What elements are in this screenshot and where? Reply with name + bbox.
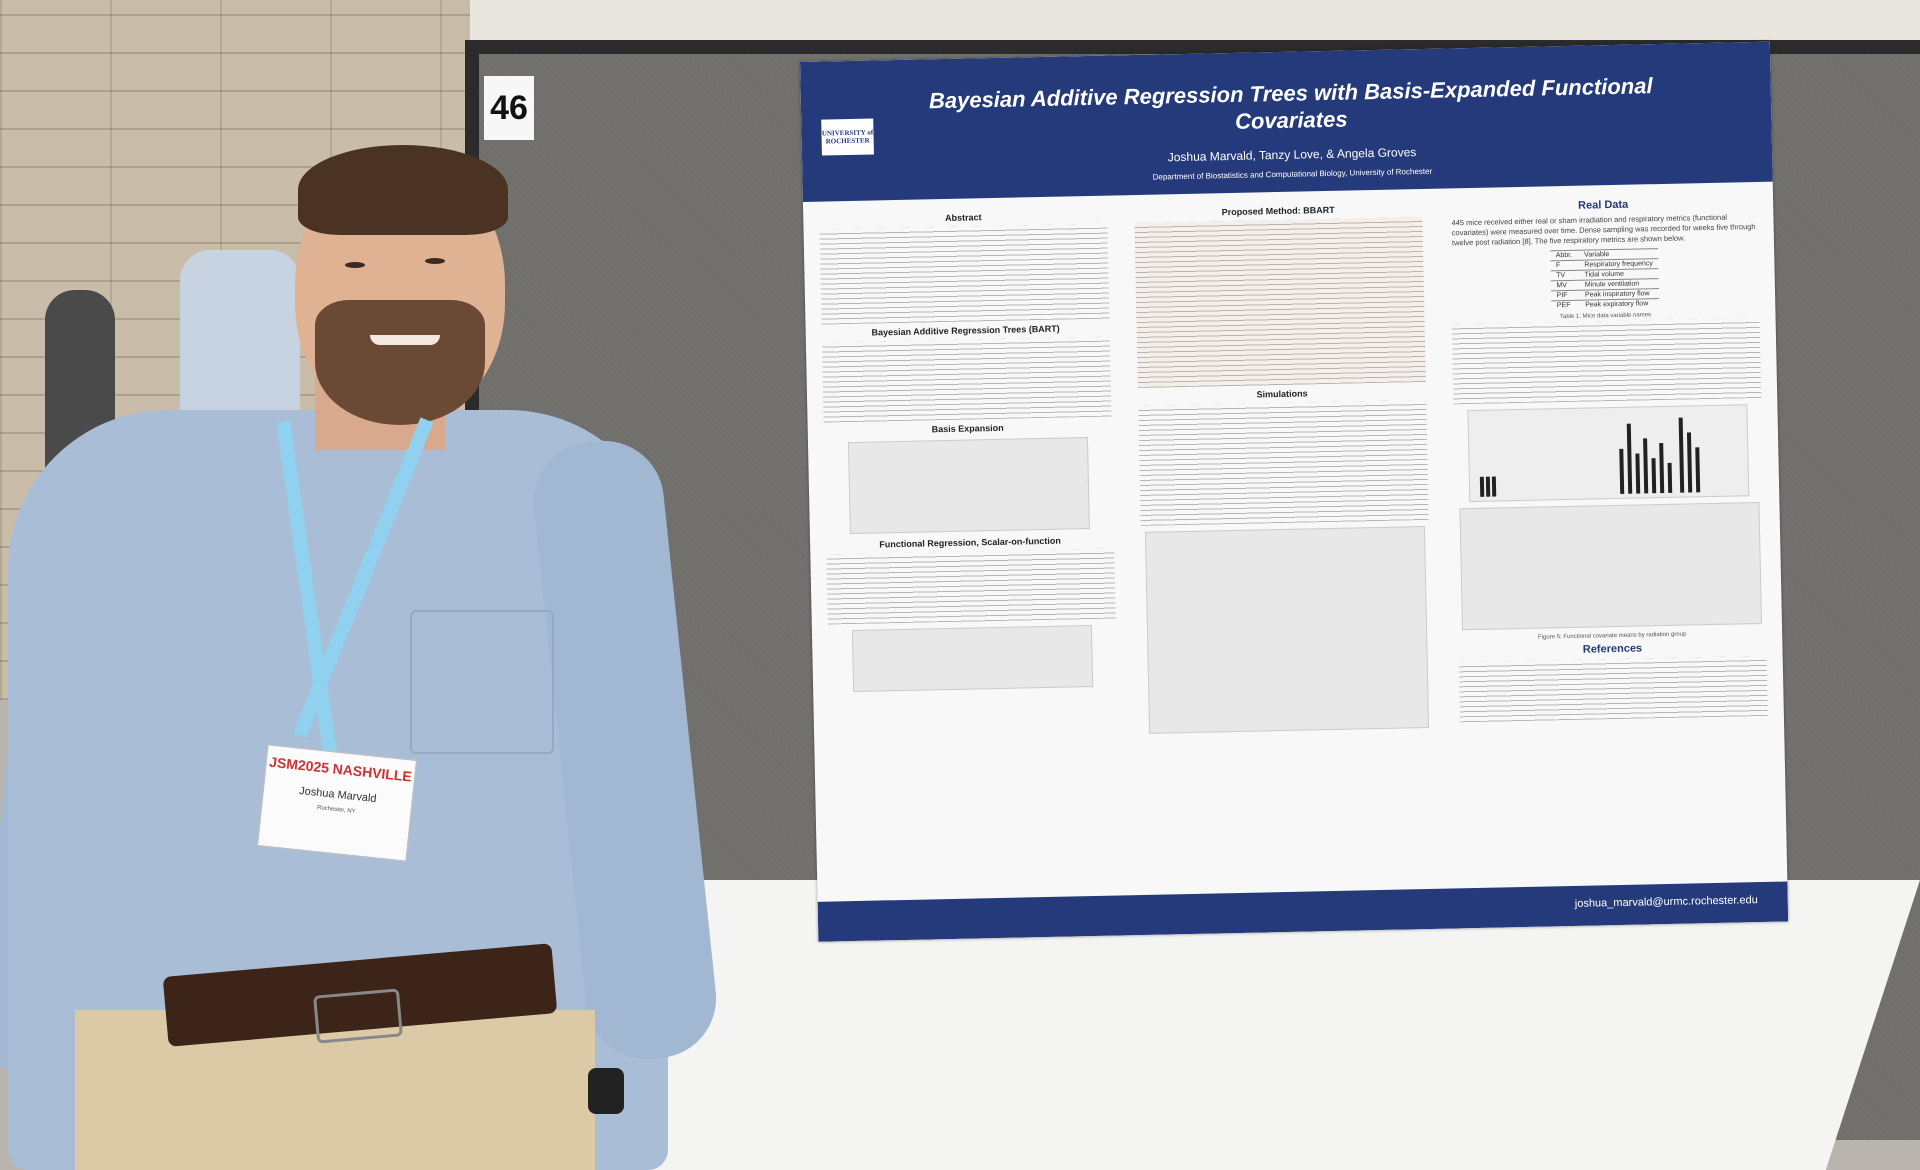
functional-regression-heading: Functional Regression, Scalar-on-functio…	[879, 535, 1061, 550]
table-cell: Peak expiratory flow	[1579, 298, 1660, 310]
research-poster: UNIVERSITY of ROCHESTER Bayesian Additiv…	[800, 41, 1789, 942]
references-text-block	[1458, 655, 1768, 723]
table-header-abbr: Abbr.	[1549, 250, 1579, 261]
chart-bar	[1643, 438, 1649, 494]
presenter-hair	[298, 145, 508, 235]
simulations-heading: Simulations	[1256, 388, 1308, 400]
belt-buckle	[313, 988, 403, 1044]
table-cell: MV	[1550, 280, 1579, 291]
university-logo: UNIVERSITY of ROCHESTER	[821, 118, 874, 156]
real-data-text-block	[1451, 317, 1762, 405]
chart-bar	[1678, 417, 1685, 493]
functional-covariate-means-figure	[1459, 502, 1762, 631]
contact-email: joshua_marvald@urmc.rochester.edu	[1574, 894, 1758, 910]
simulation-coefficient-figure	[851, 625, 1094, 693]
chart-bar	[1667, 462, 1673, 493]
abstract-text-block	[819, 223, 1110, 325]
presenter-beard	[315, 300, 485, 425]
table-cell: PIF	[1550, 290, 1580, 301]
poster-header: UNIVERSITY of ROCHESTER Bayesian Additiv…	[800, 41, 1773, 202]
mice-variable-table: Abbr. Variable F Respiratory frequency TV…	[1549, 248, 1660, 311]
component-selection-chart	[1467, 404, 1750, 503]
presenter-smile	[370, 335, 440, 345]
poster-title: Bayesian Additive Regression Trees with …	[928, 73, 1653, 134]
poster-column-middle: Proposed Method: BBART Simulations	[1128, 199, 1442, 895]
references-heading: References	[1582, 642, 1643, 656]
poster-column-left: Abstract Bayesian Additive Regression Tr…	[813, 205, 1127, 901]
proposed-method-heading: Proposed Method: BBART	[1221, 204, 1335, 218]
chart-bar	[1695, 447, 1701, 493]
badge-event-name: JSM2025 NASHVILLE	[268, 753, 413, 785]
presenter-right-eye	[425, 258, 445, 264]
chart-bar	[1485, 476, 1491, 497]
table-cell: F	[1549, 260, 1579, 271]
proposed-method-text-block	[1134, 216, 1426, 388]
wristwatch	[588, 1068, 624, 1114]
table-cell: TV	[1550, 270, 1579, 281]
table-cell: PEF	[1550, 300, 1580, 311]
chart-bar	[1651, 458, 1657, 494]
simulation-results-figure	[1144, 526, 1430, 734]
table-row: PEF Peak expiratory flow	[1550, 298, 1660, 311]
real-data-heading: Real Data	[1577, 198, 1629, 212]
chart-bar	[1659, 443, 1665, 494]
shirt-pocket	[410, 610, 554, 754]
poster-column-right: Real Data 445 mice received either real …	[1443, 192, 1777, 889]
presenter-khaki-pants	[75, 1010, 595, 1170]
chart-bar	[1626, 423, 1633, 494]
simulations-text-block	[1138, 399, 1429, 526]
basis-expansion-figure	[847, 437, 1090, 535]
chart-bar	[1635, 453, 1641, 494]
bart-heading: Bayesian Additive Regression Trees (BART…	[871, 323, 1060, 338]
booth-number-sign: 46	[484, 76, 534, 140]
real-data-intro: 445 mice received either real or sham ir…	[1451, 212, 1756, 248]
functional-regression-text-block	[826, 548, 1116, 625]
chart-bar	[1686, 432, 1693, 493]
chart-bar	[1479, 476, 1485, 497]
abstract-heading: Abstract	[944, 212, 982, 223]
presenter-left-eye	[345, 262, 365, 268]
chart-bar	[1619, 448, 1625, 494]
basis-expansion-heading: Basis Expansion	[931, 422, 1004, 435]
bart-text-block	[821, 336, 1112, 423]
name-badge: JSM2025 NASHVILLE Joshua Marvald Rochest…	[257, 744, 417, 862]
chart-bar	[1491, 476, 1497, 497]
